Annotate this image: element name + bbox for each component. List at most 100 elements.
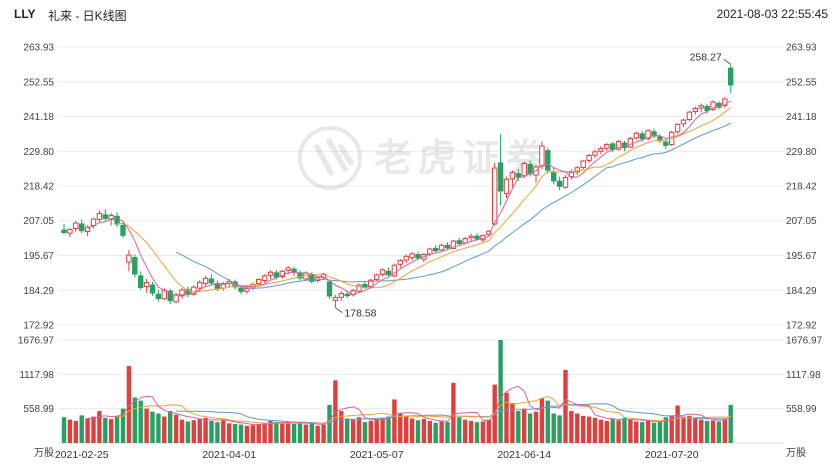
candle	[674, 123, 681, 133]
volume-bars	[61, 340, 733, 443]
candle	[627, 137, 634, 148]
volume-bar	[339, 411, 344, 443]
candle	[397, 260, 404, 265]
volume-bar	[451, 382, 456, 443]
volume-bar	[203, 417, 208, 443]
volume-bar	[622, 417, 627, 443]
price-ma-lines	[87, 100, 732, 296]
price-tick-label: 207.05	[23, 216, 54, 227]
volume-bar	[581, 415, 586, 443]
price-tick-label: 184.29	[23, 286, 54, 297]
candle	[409, 253, 415, 259]
candle	[503, 178, 510, 194]
volume-tick-label: 558.99	[23, 404, 54, 415]
volume-bar	[722, 419, 727, 443]
volume-bar	[486, 419, 491, 443]
volume-bar	[132, 397, 137, 443]
candle	[592, 151, 598, 156]
high-price-annotation: 258.27	[690, 51, 722, 63]
volume-bar	[645, 420, 651, 443]
candle	[61, 229, 67, 234]
volume-bar	[687, 415, 692, 443]
candle	[267, 271, 274, 276]
candle	[651, 131, 657, 137]
candle	[492, 167, 498, 225]
volume-bar	[663, 417, 668, 443]
candle	[332, 297, 339, 301]
candle	[208, 278, 215, 284]
volume-bar	[669, 415, 674, 443]
candle	[710, 101, 716, 110]
volume-bar	[704, 420, 710, 443]
volume-bar	[516, 411, 521, 443]
candle	[633, 132, 639, 139]
candle	[368, 279, 374, 288]
x-axis-label: 2021-04-01	[202, 449, 256, 461]
volume-bar	[610, 419, 615, 443]
volume-bar	[173, 414, 179, 443]
volume-bar	[297, 422, 303, 443]
volume-tick-label: 1676.97	[18, 336, 55, 347]
price-tick-label: 172.92	[23, 321, 54, 332]
volume-bar	[61, 417, 67, 443]
volume-bar	[268, 420, 273, 443]
candle	[167, 290, 173, 302]
candle	[574, 167, 580, 173]
volume-bar	[368, 420, 373, 443]
volume-tick-label: 1117.98	[19, 370, 54, 381]
x-axis-label: 2021-02-25	[55, 449, 109, 461]
candle	[497, 162, 504, 192]
volume-bar	[374, 419, 379, 443]
volume-bar	[256, 423, 261, 443]
volume-unit-label: 万股	[786, 447, 806, 459]
volume-bar	[114, 415, 120, 443]
candle	[344, 293, 350, 297]
volume-bar	[427, 420, 432, 443]
volume-bar	[126, 366, 132, 443]
candle	[562, 177, 569, 188]
price-ma10-line	[117, 107, 732, 293]
volume-bar	[545, 400, 550, 443]
volume-bar	[415, 420, 421, 443]
candle	[450, 240, 457, 249]
volume-bar	[504, 392, 509, 443]
volume-bar	[699, 419, 704, 443]
volume-bar	[303, 424, 309, 443]
volume-bar	[286, 421, 291, 443]
candle	[261, 275, 268, 281]
price-tick-label: 207.05	[786, 216, 817, 227]
candle	[551, 171, 557, 182]
candle	[155, 293, 162, 299]
volume-unit-label: 万股	[34, 447, 54, 459]
volume-ma5-line	[87, 385, 731, 426]
candle	[356, 284, 362, 292]
tiger-logo-icon	[298, 126, 362, 190]
candle	[486, 230, 492, 236]
candle	[326, 281, 333, 297]
price-tick-label: 241.18	[786, 112, 817, 123]
volume-tick-label: 558.99	[786, 404, 817, 415]
price-tick-label: 241.18	[23, 112, 54, 123]
candle	[273, 272, 280, 278]
volume-bar	[274, 422, 279, 443]
candle	[474, 235, 480, 240]
candle	[285, 267, 291, 271]
volume-bar	[433, 422, 438, 443]
candle	[244, 287, 250, 292]
candle	[545, 150, 551, 171]
volume-bar	[563, 369, 568, 443]
volume-bar	[386, 416, 391, 443]
candle	[645, 130, 651, 139]
candle	[96, 213, 103, 220]
volume-bar	[103, 417, 108, 443]
candle	[556, 180, 563, 187]
price-tick-label: 218.42	[23, 182, 54, 193]
volume-bar	[569, 411, 574, 443]
price-tick-label: 263.93	[23, 43, 54, 54]
volume-bar	[681, 416, 686, 443]
candle	[173, 294, 179, 303]
candle	[415, 253, 421, 259]
watermark: 老虎证券	[298, 126, 544, 190]
